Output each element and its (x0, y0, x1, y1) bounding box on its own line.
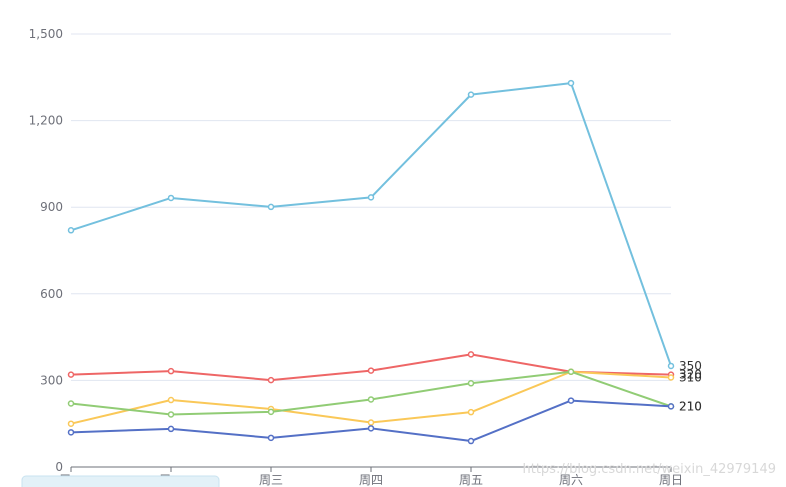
series-group (67, 79, 675, 445)
data-point[interactable] (567, 79, 575, 87)
series-4 (67, 397, 675, 445)
y-axis: 0 300 600 900 1,200 1,500 (29, 27, 63, 474)
series-line (70, 370, 672, 416)
data-point[interactable] (667, 403, 675, 410)
data-point[interactable] (67, 429, 75, 436)
y-tick-label: 900 (40, 200, 63, 214)
data-point[interactable] (467, 351, 475, 358)
data-point[interactable] (467, 408, 475, 416)
data-point[interactable] (567, 397, 575, 404)
x-tick-label: 周日 (659, 473, 683, 487)
data-point[interactable] (367, 194, 375, 201)
data-point[interactable] (367, 425, 375, 432)
end-label: 210 (679, 399, 702, 413)
data-point[interactable] (267, 408, 275, 416)
x-tick-label: 周六 (559, 473, 583, 487)
watermark: https://blog.csdn.net/weixin_42979149 (522, 462, 776, 477)
data-point[interactable] (467, 380, 475, 387)
data-point[interactable] (667, 362, 675, 370)
x-tick-label: 周四 (359, 473, 383, 487)
data-point[interactable] (367, 419, 375, 426)
data-point[interactable] (567, 368, 575, 375)
x-tick-label: 周三 (259, 473, 283, 487)
data-point[interactable] (267, 434, 275, 442)
data-point[interactable] (67, 420, 75, 427)
y-tick-label: 1,500 (29, 27, 63, 41)
series-line (70, 82, 672, 367)
end-label: 310 (679, 371, 702, 385)
end-label: 210 (679, 399, 702, 413)
y-tick-label: 600 (40, 287, 63, 301)
data-point[interactable] (167, 411, 175, 418)
data-point[interactable] (367, 396, 375, 403)
series-3 (67, 368, 675, 418)
end-label: 320 (679, 368, 702, 382)
data-point[interactable] (467, 91, 475, 98)
data-point[interactable] (67, 400, 75, 407)
series-0 (67, 79, 675, 370)
series-1 (67, 351, 675, 384)
end-label: 350 (679, 359, 702, 373)
y-tick-label: 300 (40, 373, 63, 387)
y-tick-label: 0 (55, 460, 63, 474)
data-point[interactable] (67, 227, 75, 234)
data-point[interactable] (267, 376, 275, 384)
y-tick-label: 1,200 (29, 114, 63, 128)
data-point[interactable] (167, 367, 175, 375)
data-point[interactable] (467, 437, 475, 445)
data-point[interactable] (167, 425, 175, 433)
data-point[interactable] (667, 374, 675, 381)
x-tick-label: 周五 (459, 473, 483, 487)
data-point[interactable] (167, 194, 175, 202)
data-point[interactable] (167, 396, 175, 404)
data-point[interactable] (67, 371, 75, 378)
grid-lines (71, 33, 671, 381)
data-point[interactable] (267, 203, 275, 211)
data-point[interactable] (367, 367, 375, 374)
tooltip-stub (21, 475, 220, 487)
